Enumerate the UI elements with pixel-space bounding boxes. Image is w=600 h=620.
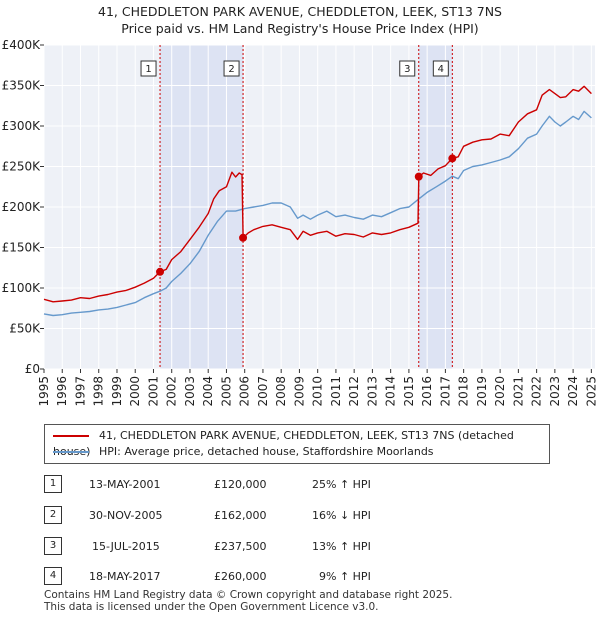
sale-label-box	[432, 60, 449, 77]
x-tick-label: 2019	[475, 376, 489, 407]
legend-item-property: 41, CHEDDLETON PARK AVENUE, CHEDDLETON, …	[53, 428, 549, 458]
legend-item-hpi: HPI: Average price, detached house, Staf…	[53, 444, 434, 460]
sale-price: £237,500	[214, 540, 267, 553]
x-tick-label: 2003	[183, 376, 197, 407]
sale-price: £162,000	[214, 509, 267, 522]
x-tick-label: 2017	[438, 376, 452, 407]
sale-label-text: 4	[438, 64, 444, 75]
sale-label-text: 2	[228, 64, 234, 75]
y-tick-label: £300K	[2, 119, 42, 133]
sale-label-box	[223, 60, 240, 77]
sale-hpi-diff: 9% ↑ HPI	[319, 570, 371, 583]
sale-label-box	[140, 60, 157, 77]
sale-row: 4 18-MAY-2017 £260,000 9% ↑ HPI	[44, 567, 484, 587]
x-tick-label: 2025	[584, 376, 598, 407]
x-tick-label: 1996	[55, 376, 69, 407]
x-tick-label: 2015	[402, 376, 416, 407]
x-tick-label: 2020	[493, 376, 507, 407]
sale-hpi-diff: 25% ↑ HPI	[312, 478, 371, 491]
chart-title: 41, CHEDDLETON PARK AVENUE, CHEDDLETON, …	[0, 3, 600, 37]
x-tick-label: 2010	[311, 376, 325, 407]
x-tick-label: 2012	[347, 376, 361, 407]
x-tick-label: 2013	[365, 376, 379, 407]
sale-row: 3 15-JUL-2015 £237,500 13% ↑ HPI	[44, 537, 484, 557]
sale-date: 13-MAY-2001	[89, 478, 161, 491]
y-tick-label: £50K	[9, 322, 41, 336]
title-line-1: 41, CHEDDLETON PARK AVENUE, CHEDDLETON, …	[98, 4, 502, 19]
x-tick-label: 2001	[146, 376, 160, 407]
x-tick-label: 2014	[384, 376, 398, 407]
title-line-2: Price paid vs. HM Land Registry's House …	[121, 21, 479, 36]
x-tick-label: 2007	[256, 376, 270, 407]
x-tick-label: 2002	[165, 376, 179, 407]
legend-swatch-property	[53, 435, 89, 437]
x-tick-label: 2011	[329, 376, 343, 407]
sale-point	[448, 154, 457, 163]
x-tick-label: 2018	[457, 376, 471, 407]
sale-hpi-diff: 16% ↓ HPI	[312, 509, 371, 522]
x-tick-label: 2009	[292, 376, 306, 407]
x-tick-label: 2023	[548, 376, 562, 407]
sale-price: £120,000	[214, 478, 267, 491]
x-tick-label: 2004	[201, 376, 215, 407]
legend-label-hpi: HPI: Average price, detached house, Staf…	[99, 445, 434, 458]
x-tick-label: 1999	[110, 376, 124, 407]
sale-point	[156, 267, 165, 276]
y-tick-label: £250K	[2, 160, 42, 174]
sale-number-badge: 4	[44, 567, 62, 585]
property-price-line	[43, 85, 592, 303]
x-tick-label: 2000	[128, 376, 142, 407]
sale-number-badge: 3	[44, 537, 62, 555]
sale-number-badge: 1	[44, 475, 62, 493]
footer-line-1: Contains HM Land Registry data © Crown c…	[44, 589, 453, 601]
x-tick-label: 2024	[566, 376, 580, 407]
sale-date: 15-JUL-2015	[92, 540, 160, 553]
sale-date: 18-MAY-2017	[89, 570, 161, 583]
sale-point	[414, 172, 423, 181]
sale-label-box	[399, 60, 416, 77]
sale-row: 1 13-MAY-2001 £120,000 25% ↑ HPI	[44, 475, 484, 495]
x-tick-label: 2022	[530, 376, 544, 407]
legend-swatch-hpi	[53, 451, 89, 453]
sale-date: 30-NOV-2005	[89, 509, 163, 522]
attribution-footer: Contains HM Land Registry data © Crown c…	[44, 589, 452, 613]
sale-number-badge: 2	[44, 506, 62, 524]
sale-hpi-diff: 13% ↑ HPI	[312, 540, 371, 553]
footer-line-2: This data is licensed under the Open Gov…	[44, 601, 379, 613]
y-tick-label: £0	[25, 362, 40, 376]
y-tick-label: £150K	[2, 241, 42, 255]
x-tick-label: 2008	[274, 376, 288, 407]
chart-legend: 41, CHEDDLETON PARK AVENUE, CHEDDLETON, …	[44, 424, 550, 464]
x-tick-label: 2021	[511, 376, 525, 407]
y-tick-label: £350K	[2, 79, 42, 93]
x-tick-label: 2005	[219, 376, 233, 407]
y-tick-label: £200K	[2, 200, 42, 214]
hpi-line	[43, 110, 592, 317]
y-tick-label: £100K	[2, 281, 42, 295]
sale-label-text: 3	[404, 64, 410, 75]
sale-label-text: 1	[145, 64, 151, 75]
y-tick-label: £400K	[2, 38, 42, 52]
sale-point	[239, 233, 248, 242]
x-tick-label: 2006	[238, 376, 252, 407]
x-tick-label: 1995	[37, 376, 51, 407]
sale-price: £260,000	[214, 570, 267, 583]
price-chart: 1 2 3 4 £0 £50K £100K £150K £200K £250K £300K £350K…	[2, 38, 599, 407]
x-tick-label: 1997	[73, 376, 87, 407]
x-tick-label: 1998	[92, 376, 106, 407]
x-tick-label: 2016	[420, 376, 434, 407]
sale-row: 2 30-NOV-2005 £162,000 16% ↓ HPI	[44, 506, 484, 526]
